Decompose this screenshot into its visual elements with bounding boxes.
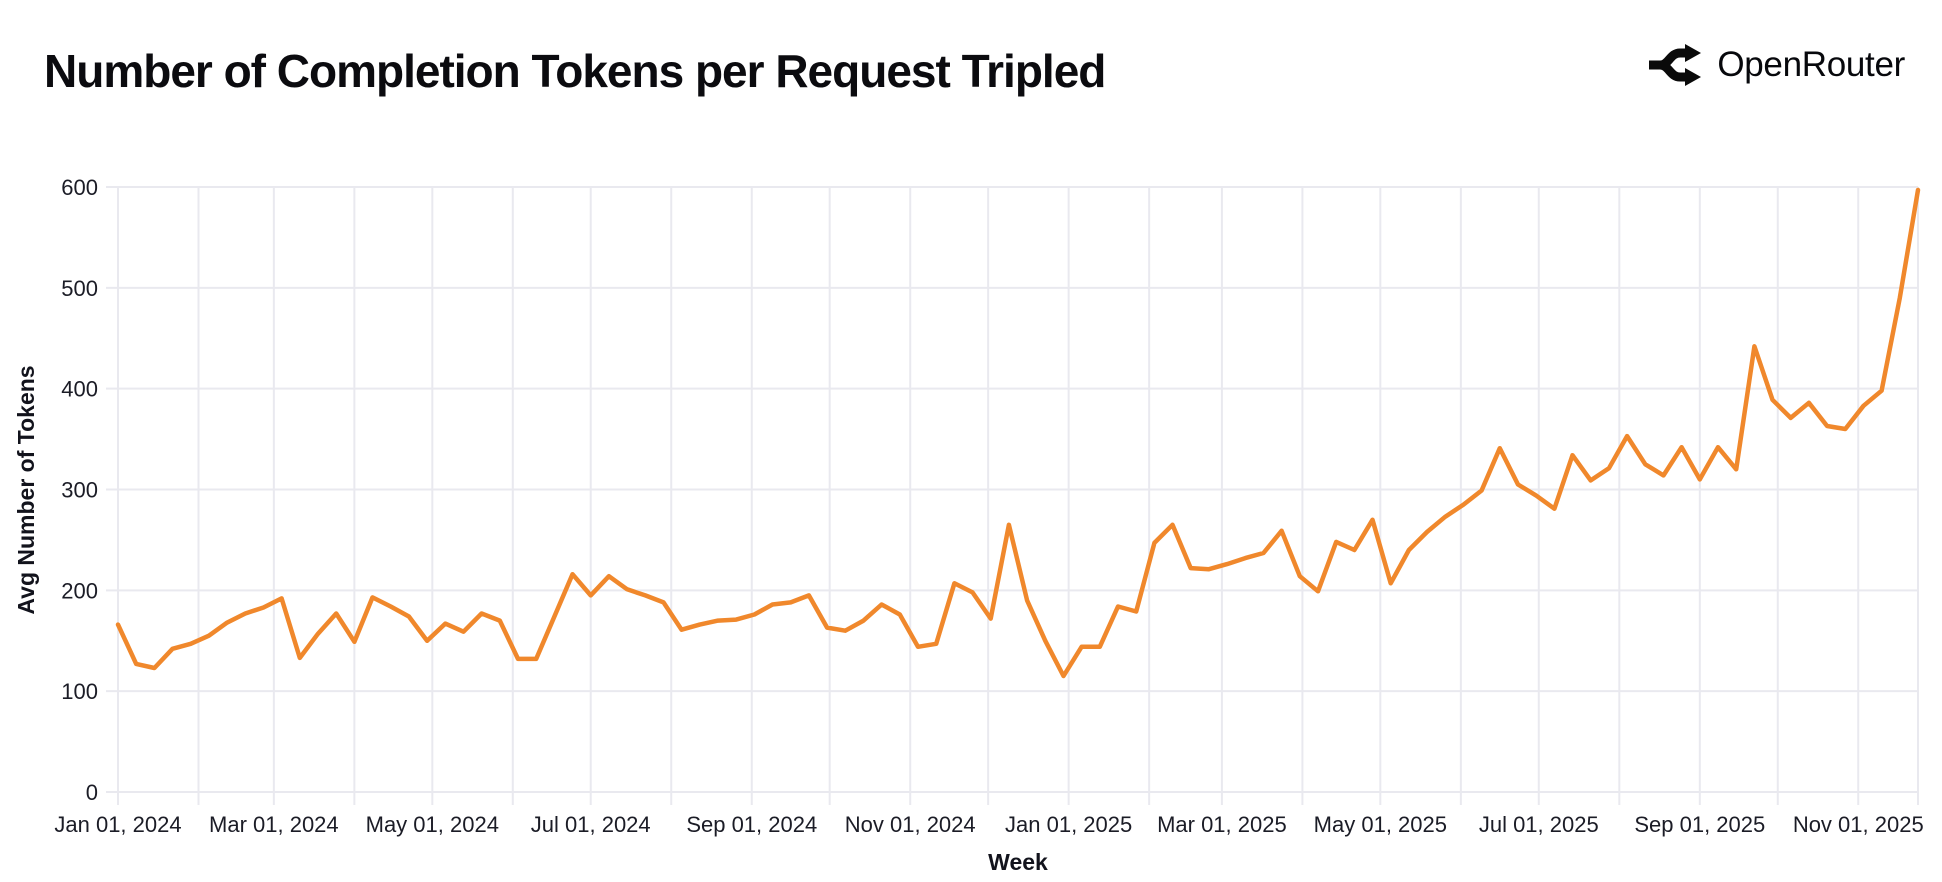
gridlines [106,186,1918,805]
openrouter-logo-icon [1647,40,1703,90]
x-tick-label: Jan 01, 2025 [1005,812,1132,837]
y-tick-label: 600 [61,175,98,200]
x-tick-label: May 01, 2025 [1314,812,1447,837]
x-tick-label: Sep 01, 2024 [686,812,817,837]
y-tick-label: 400 [61,377,98,402]
x-tick-label: Jan 01, 2024 [54,812,181,837]
y-axis-title: Avg Number of Tokens [13,365,39,614]
x-tick-label: Mar 01, 2024 [209,812,339,837]
page-title: Number of Completion Tokens per Request … [44,45,1106,97]
y-tick-label: 500 [61,276,98,301]
y-tick-label: 300 [61,478,98,503]
x-axis-title: Week [988,849,1048,875]
brand-name: OpenRouter [1717,45,1905,84]
x-tick-label: Nov 01, 2024 [845,812,976,837]
axis-lines [106,187,1919,805]
tokens-line-series [115,187,1921,679]
y-tick-label: 100 [61,679,98,704]
x-tick-label: Jul 01, 2024 [531,812,651,837]
x-tick-label: May 01, 2024 [366,812,499,837]
data-series [115,187,1921,679]
y-tick-label: 0 [86,780,98,805]
tick-labels: 0 100 200 300 400 500 600 Jan 01, 2024 Mar 01, 2… [54,175,1923,837]
x-tick-label: Sep 01, 2025 [1634,812,1765,837]
x-tick-label: Jul 01, 2025 [1479,812,1599,837]
brand: OpenRouter [1647,40,1905,90]
x-tick-label: Mar 01, 2025 [1157,812,1287,837]
y-tick-label: 200 [61,578,98,603]
x-tick-label: Nov 01, 2025 [1793,812,1924,837]
